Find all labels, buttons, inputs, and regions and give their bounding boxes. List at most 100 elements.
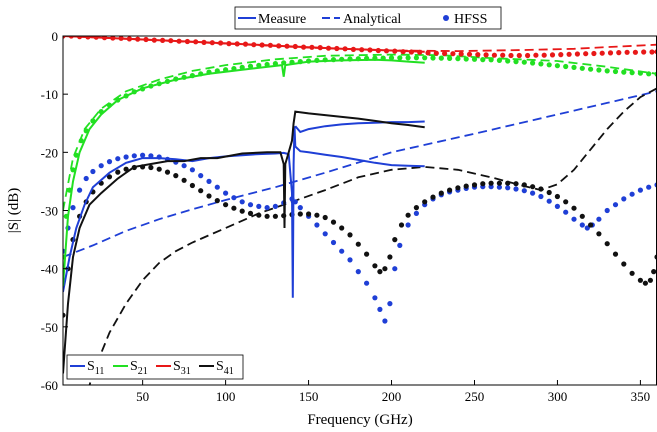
y-tick-label: -60	[41, 378, 58, 393]
point-s31-hfss	[491, 52, 497, 58]
point-s21-hfss	[579, 65, 585, 71]
point-s11-hfss	[264, 205, 270, 211]
point-s11-hfss	[405, 222, 411, 228]
point-s41-hfss	[297, 211, 303, 217]
point-s41-hfss	[651, 269, 657, 275]
point-s31-hfss	[442, 50, 448, 57]
point-s31-hfss	[458, 51, 464, 57]
point-s41-hfss	[106, 174, 113, 180]
point-s41-hfss	[471, 182, 478, 188]
x-tick-label: 50	[136, 389, 149, 404]
point-s41-hfss	[505, 180, 511, 186]
point-s41-hfss	[571, 205, 577, 211]
point-s11-hfss	[90, 168, 96, 175]
legend-top-box	[234, 6, 502, 30]
point-s11-hfss	[646, 184, 652, 190]
point-s21-hfss	[513, 59, 519, 65]
point-s11-hfss	[123, 154, 129, 160]
point-s21-hfss	[471, 56, 478, 62]
point-s11-hfss	[579, 222, 585, 228]
point-s11-hfss	[392, 266, 398, 272]
point-s41-hfss	[463, 183, 469, 189]
point-s11-hfss	[247, 202, 254, 208]
point-s21-hfss	[637, 70, 644, 76]
point-s41-hfss	[538, 186, 544, 192]
legend-line-styles: Measure Analytical HFSS	[234, 6, 502, 30]
point-s31-hfss	[475, 52, 481, 58]
series-s41-measure	[63, 110, 425, 374]
line-s41-analytical	[88, 87, 657, 385]
point-s11-hfss	[322, 231, 328, 237]
point-s11-hfss	[584, 225, 590, 231]
point-s21-hfss	[413, 55, 419, 61]
point-s11-hfss	[397, 242, 403, 248]
point-s21-hfss	[70, 167, 76, 173]
point-s41-hfss	[347, 232, 353, 238]
series-s31-measure	[63, 36, 425, 53]
point-s21-hfss	[596, 67, 602, 73]
legend-hfss-label: HFSS	[454, 12, 487, 27]
point-s31-hfss	[591, 50, 597, 57]
point-s21-hfss	[247, 63, 254, 69]
point-s11-hfss	[355, 269, 361, 275]
point-s41-hfss	[530, 184, 536, 190]
point-s41-hfss	[413, 205, 419, 211]
x-tick-label: 150	[299, 389, 319, 404]
point-s21-hfss	[604, 68, 610, 74]
y-tick-label: -20	[41, 145, 58, 160]
point-s11-hfss	[413, 210, 419, 216]
point-s11-hfss	[347, 257, 353, 263]
point-s41-hfss	[480, 181, 486, 187]
point-s41-hfss	[579, 213, 585, 219]
point-s21-hfss	[73, 152, 79, 158]
point-s21-hfss	[463, 56, 469, 62]
point-s41-hfss	[392, 237, 398, 243]
point-s41-hfss	[438, 190, 444, 196]
point-s21-hfss	[505, 58, 511, 64]
point-s21-hfss	[430, 55, 436, 61]
point-s41-hfss	[382, 266, 388, 272]
line-s11-measure	[294, 120, 425, 134]
point-s21-hfss	[646, 71, 652, 77]
legend-s31-label: S31	[173, 359, 191, 377]
point-s31-hfss	[549, 52, 556, 58]
point-s31-hfss	[525, 52, 531, 59]
point-s41-hfss	[455, 185, 461, 191]
point-s31-hfss	[433, 50, 439, 56]
point-s21-hfss	[447, 55, 453, 62]
point-s11-hfss	[148, 153, 154, 159]
point-s41-hfss	[621, 261, 627, 267]
point-s31-hfss	[558, 52, 564, 58]
legend-s21-sub: 21	[138, 366, 148, 377]
point-s31-hfss	[632, 49, 639, 55]
point-s31-hfss	[624, 49, 630, 55]
point-s11-hfss	[563, 209, 569, 215]
point-s11-hfss	[140, 152, 146, 158]
point-s21-hfss	[438, 55, 444, 61]
point-s41-hfss	[214, 198, 220, 204]
point-s41-hfss	[239, 208, 245, 214]
line-s31-measure	[63, 36, 425, 53]
legend-s41-label: S41	[216, 359, 234, 377]
x-tick-label: 200	[382, 389, 402, 404]
point-s11-hfss	[297, 205, 303, 211]
point-s11-hfss	[496, 184, 502, 190]
point-s31-hfss	[541, 52, 547, 58]
series-s31-hfss	[63, 36, 657, 59]
point-s41-hfss	[521, 182, 527, 188]
point-s21-hfss	[78, 138, 84, 144]
legend-s31-base: S	[173, 359, 181, 374]
point-s41-hfss	[189, 182, 195, 189]
point-s41-hfss	[198, 188, 204, 194]
point-s41-hfss	[488, 180, 494, 186]
legend-s31-sub: 31	[181, 366, 191, 377]
point-s11-hfss	[272, 203, 278, 209]
legend-s11-label: S11	[87, 359, 104, 377]
point-s11-hfss	[637, 187, 644, 193]
point-s41-hfss	[405, 212, 411, 218]
point-s11-hfss	[629, 191, 635, 197]
point-s11-hfss	[181, 163, 187, 169]
point-s11-hfss	[505, 185, 511, 191]
point-s41-hfss	[115, 169, 121, 175]
point-s11-hfss	[256, 203, 262, 209]
